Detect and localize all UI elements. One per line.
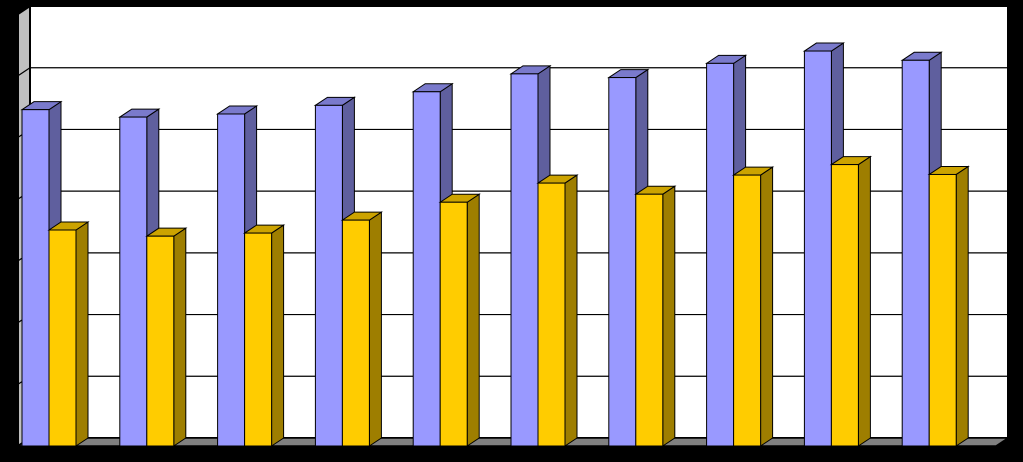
bar	[412, 91, 441, 447]
bar	[706, 62, 735, 447]
bar-side	[75, 221, 89, 447]
bar-side	[173, 227, 187, 447]
bar-side	[662, 185, 676, 447]
bar	[341, 219, 370, 447]
bar	[119, 116, 148, 447]
bar-side	[564, 174, 578, 447]
bar	[510, 73, 539, 447]
bar-side	[368, 211, 382, 447]
bar-side	[760, 166, 774, 447]
gridline-side	[17, 67, 31, 77]
bar-side	[271, 224, 285, 447]
bar	[48, 229, 77, 447]
bar	[830, 164, 859, 447]
bar	[608, 77, 637, 447]
bar	[928, 173, 957, 447]
bar	[439, 201, 468, 447]
bar	[733, 174, 762, 447]
bar	[537, 182, 566, 447]
bar	[803, 50, 832, 447]
bar	[635, 193, 664, 447]
bar	[146, 235, 175, 447]
bar	[217, 113, 246, 447]
bar-side	[466, 193, 480, 447]
bar	[314, 104, 343, 447]
bar-side	[955, 165, 969, 447]
bar	[901, 59, 930, 447]
bar	[244, 232, 273, 447]
bar	[21, 109, 50, 447]
bar-side	[857, 155, 871, 447]
